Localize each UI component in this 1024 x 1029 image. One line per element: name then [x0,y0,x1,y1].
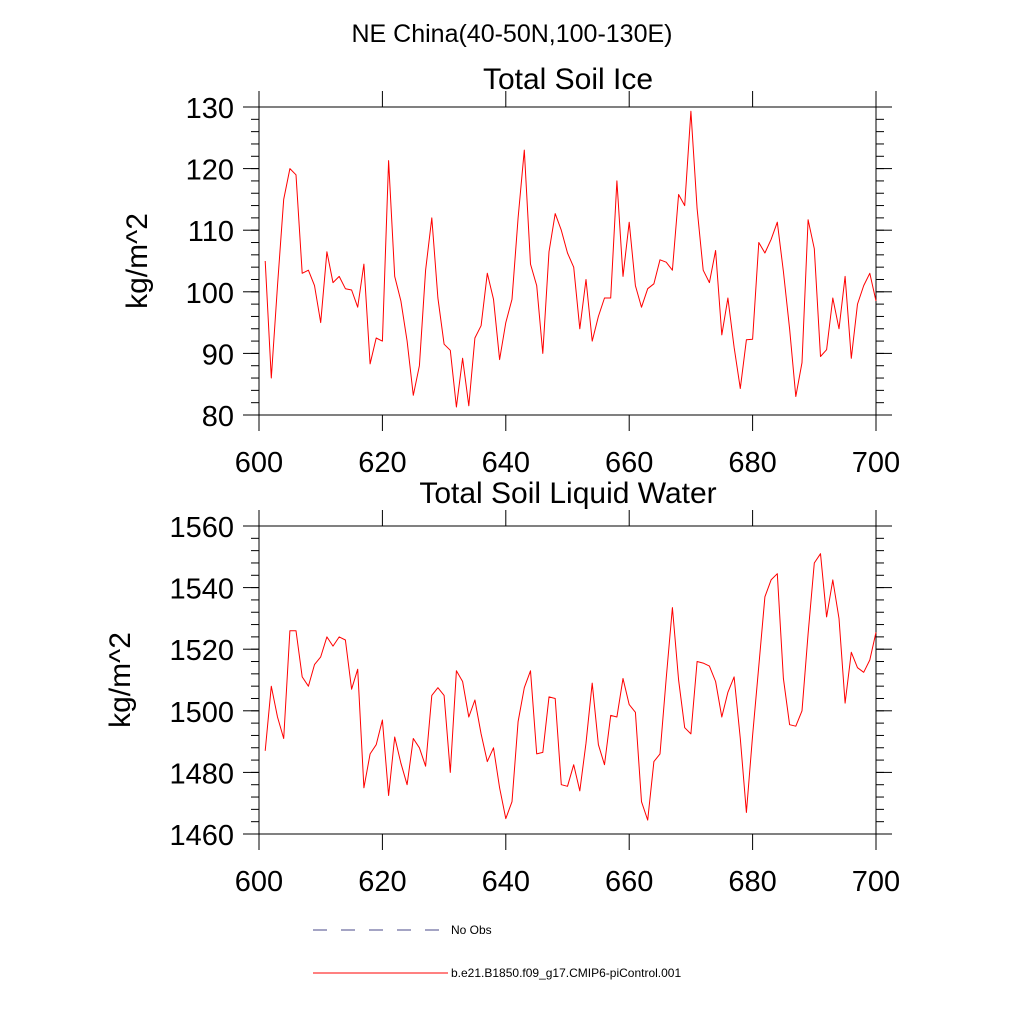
y-tick-label: 130 [186,93,234,125]
y-tick-label: 1460 [169,820,234,852]
x-tick-label: 620 [358,447,406,479]
y-axis-label: kg/m^2 [104,632,137,728]
x-tick-label: 600 [235,866,283,898]
x-tick-label: 660 [605,447,653,479]
series-line-total-soil-ice [264,110,877,408]
legend-label-no-obs: No Obs [451,923,492,937]
y-tick-label: 1540 [169,574,234,606]
y-tick-label: 1480 [169,758,234,790]
figure-suptitle: NE China(40-50N,100-130E) [351,20,672,48]
plot-frame-total-soil-ice [258,106,877,416]
y-tick-label: 1520 [169,635,234,667]
chart-title: Total Soil Ice [483,63,653,96]
y-axis-label: kg/m^2 [121,213,154,309]
x-tick-label: 640 [482,447,530,479]
x-tick-label: 660 [605,866,653,898]
y-tick-label: 80 [202,401,234,433]
y-tick-label: 120 [186,155,234,187]
y-tick-label: 100 [186,278,234,310]
x-tick-label: 620 [358,866,406,898]
x-tick-label: 680 [728,866,776,898]
y-tick-label: 1560 [169,512,234,544]
legend: No Obs b.e21.B1850.f09_g17.CMIP6-piContr… [313,923,681,980]
panel-total-soil-liquid-water: Total Soil Liquid Water kg/m^2 600 620 640… [104,477,900,898]
series-line-total-soil-liquid-water [264,553,877,821]
y-tick-label: 110 [188,216,234,248]
legend-label-model-run: b.e21.B1850.f09_g17.CMIP6-piControl.001 [451,966,681,980]
y-tick-label: 90 [202,339,234,371]
x-tick-label: 600 [235,447,283,479]
x-tick-label: 640 [482,866,530,898]
plot-frame-total-soil-liquid-water [258,525,877,835]
x-tick-label: 680 [728,447,776,479]
chart-title: Total Soil Liquid Water [419,477,716,510]
x-tick-label: 700 [852,866,900,898]
panel-total-soil-ice: Total Soil Ice kg/m^2 600 620 640 660 680 700… [121,63,900,479]
y-tick-label: 1500 [169,697,234,729]
x-tick-label: 700 [852,447,900,479]
